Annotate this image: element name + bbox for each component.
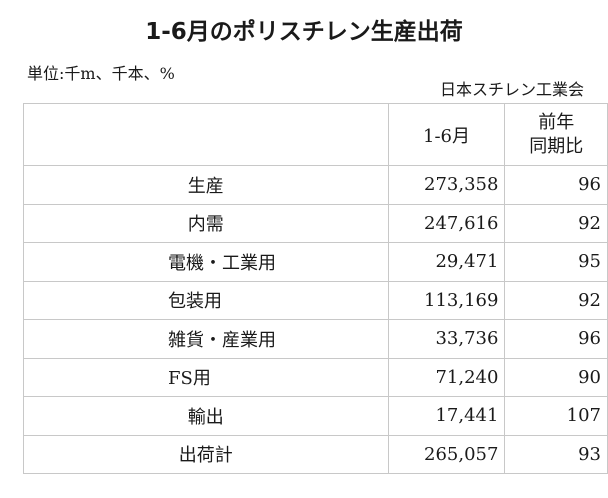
row-value: 265,057 xyxy=(387,434,506,474)
page-title: 1-6月のポリスチレン生産出荷 xyxy=(145,19,463,45)
unit-note: 単位:千m、千本、% xyxy=(27,64,175,83)
row-label: 生産 xyxy=(23,165,389,205)
table-row: 包装用 113,169 92 xyxy=(23,280,608,320)
row-yoy: 95 xyxy=(504,242,608,282)
header-blank xyxy=(23,103,389,166)
row-value: 247,616 xyxy=(387,203,506,243)
data-table: 1-6月 前年 同期比 生産 273,358 96 内需 247,616 92 電… xyxy=(23,103,608,474)
row-yoy: 92 xyxy=(504,203,608,243)
table-row: 輸出 17,441 107 xyxy=(23,396,608,436)
row-label: 内需 xyxy=(23,203,389,243)
table-row: 電機・工業用 29,471 95 xyxy=(23,242,608,282)
row-value: 113,169 xyxy=(387,280,506,320)
row-value: 17,441 xyxy=(387,396,506,436)
row-label: 電機・工業用 xyxy=(23,242,389,282)
row-label: 雑貨・産業用 xyxy=(23,319,389,359)
table-row: FS用 71,240 90 xyxy=(23,357,608,397)
row-label: 包装用 xyxy=(23,280,389,320)
header-yoy-line1: 前年 xyxy=(538,111,575,133)
row-yoy: 92 xyxy=(504,280,608,320)
row-value: 33,736 xyxy=(387,319,506,359)
row-yoy: 96 xyxy=(504,165,608,205)
row-yoy: 90 xyxy=(504,357,608,397)
header-yoy: 前年 同期比 xyxy=(504,103,608,166)
header-row: 1-6月 前年 同期比 xyxy=(23,103,608,166)
table-row: 出荷計 265,057 93 xyxy=(23,434,608,474)
row-value: 273,358 xyxy=(387,165,506,205)
row-value: 71,240 xyxy=(387,357,506,397)
row-yoy: 93 xyxy=(504,434,608,474)
table-row: 生産 273,358 96 xyxy=(23,165,608,205)
source-org: 日本スチレン工業会 xyxy=(439,80,584,99)
row-yoy: 96 xyxy=(504,319,608,359)
table-row: 雑貨・産業用 33,736 96 xyxy=(23,319,608,359)
header-yoy-line2: 同期比 xyxy=(529,135,584,157)
row-label: 出荷計 xyxy=(23,434,389,474)
row-yoy: 107 xyxy=(504,396,608,436)
row-label: 輸出 xyxy=(23,396,389,436)
header-period: 1-6月 xyxy=(387,103,506,166)
table-row: 内需 247,616 92 xyxy=(23,203,608,243)
row-label: FS用 xyxy=(23,357,389,397)
row-value: 29,471 xyxy=(387,242,506,282)
